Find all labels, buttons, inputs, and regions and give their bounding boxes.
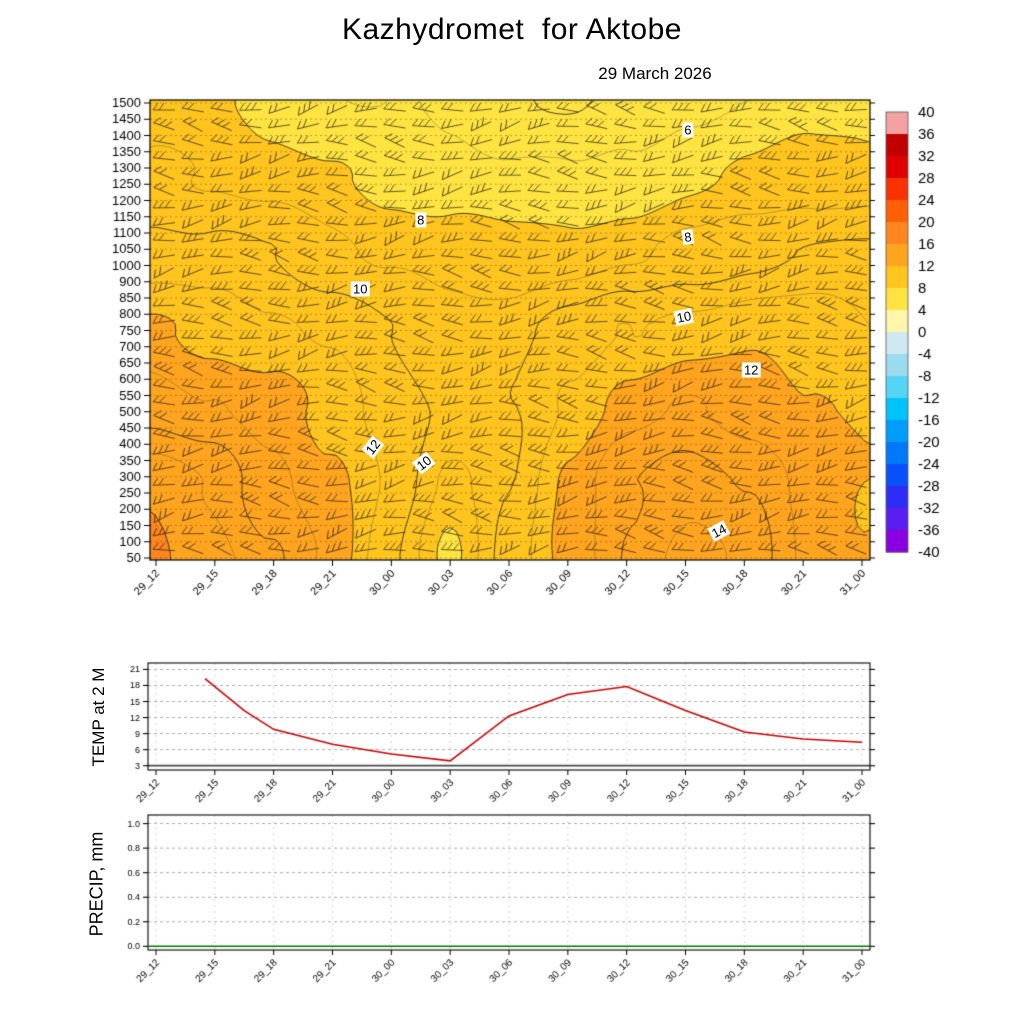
page-title: Kazhydromet for Aktobe: [341, 13, 682, 46]
contour-label: 8: [681, 228, 695, 246]
contour-label: 12: [741, 362, 761, 378]
temp-axis-label: TEMP at 2 M: [89, 667, 108, 767]
date-subtitle: 29 March 2026: [598, 64, 712, 83]
contour-label: 10: [351, 281, 370, 297]
precip-axis-label: PRECIP, mm: [86, 831, 107, 937]
contour-label: 6: [682, 122, 694, 138]
contour-label: 8: [415, 212, 427, 228]
